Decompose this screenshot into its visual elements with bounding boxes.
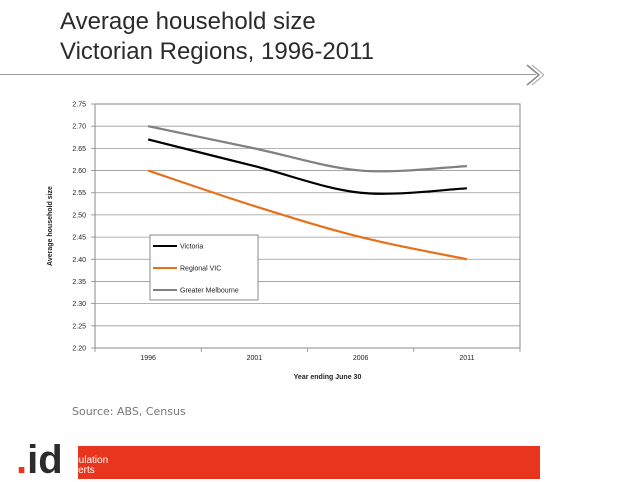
source-note: Source: ABS, Census [72, 405, 186, 418]
title-divider [0, 74, 536, 75]
y-tick-label: 2.65 [72, 146, 86, 153]
y-tick-label: 2.55 [72, 190, 86, 197]
y-axis-ticks: 2.20 2.25 2.30 2.35 2.40 2.45 2.50 2.55 2.60 2.65… [72, 102, 95, 353]
chart-title-line-2: Victorian Regions, 1996-2011 [60, 38, 374, 65]
y-tick-label: 2.50 [72, 212, 86, 219]
y-tick-label: 2.60 [72, 168, 86, 175]
x-tick-label: 2001 [247, 355, 263, 362]
y-axis-label: Average household size [47, 186, 54, 266]
legend-label: Regional VIC [180, 266, 221, 273]
y-tick-label: 2.45 [72, 235, 86, 242]
logo-dot: . [16, 438, 28, 482]
y-tick-label: 2.40 [72, 257, 86, 264]
tagline-line: experts [62, 465, 95, 476]
logo-letters: id [27, 438, 63, 482]
series-lines [147, 125, 468, 261]
brand-logo: .id [16, 440, 63, 480]
y-tick-label: 2.30 [72, 301, 86, 308]
brand-tagline: the population experts [62, 446, 108, 476]
y-tick-label: 2.35 [72, 279, 86, 286]
legend-label: Greater Melbourne [180, 288, 239, 295]
x-tick-label: 1996 [140, 355, 156, 362]
gridlines [95, 103, 520, 349]
x-axis-ticks: 1996 2001 2006 2011 [94, 348, 521, 362]
legend-items: Victoria Regional VIC Greater Melbourne [153, 244, 239, 295]
tagline-line: population [62, 455, 109, 466]
chevron-right-icon [526, 64, 544, 86]
plot-area [94, 103, 521, 349]
legend: Victoria Regional VIC Greater Melbourne [149, 234, 259, 301]
series-line-regional-vic [147, 169, 468, 261]
series-line-victoria [147, 138, 467, 195]
chart-title-line-1: Average household size [60, 8, 316, 35]
y-tick-label: 2.20 [72, 346, 86, 353]
y-tick-label: 2.25 [72, 323, 86, 330]
x-tick-label: 2006 [353, 355, 369, 362]
y-tick-label: 2.70 [72, 124, 86, 131]
x-axis-label: Year ending June 30 [294, 374, 362, 381]
x-tick-label: 2011 [459, 355, 474, 362]
footer-bar [78, 446, 540, 479]
y-tick-label: 2.75 [72, 102, 86, 109]
legend-label: Victoria [180, 244, 203, 251]
tagline-line: the [62, 445, 76, 456]
series-line-greater-melbourne [147, 125, 467, 173]
